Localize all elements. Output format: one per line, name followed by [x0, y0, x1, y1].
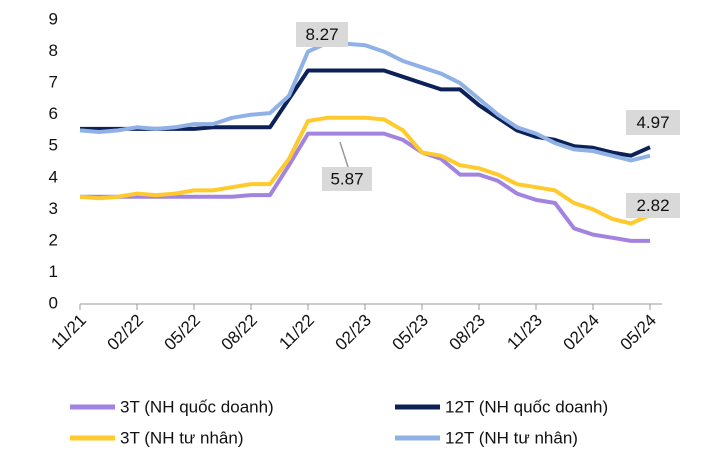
x-tick-label: 11/21: [47, 311, 90, 354]
annotation: 8.27: [305, 25, 338, 44]
x-tick-label: 11/22: [275, 311, 318, 354]
y-tick-label: 3: [49, 199, 58, 218]
y-tick-label: 0: [49, 293, 58, 312]
annotation-box: [626, 193, 680, 218]
x-tick-label: 11/23: [503, 311, 546, 354]
x-tick-label: 02/23: [331, 311, 375, 355]
x-tick-label: 05/22: [160, 311, 204, 355]
leader-line: [339, 141, 349, 168]
annotation-box: [322, 167, 372, 191]
x-tick-label: 02/24: [559, 311, 603, 355]
series-line: [80, 131, 650, 243]
x-tick-label: 05/24: [616, 311, 660, 355]
x-tick-label: 02/22: [103, 311, 147, 355]
y-tick-label: 8: [49, 41, 58, 60]
x-tick-label: 05/23: [388, 311, 432, 355]
y-tick-label: 9: [49, 9, 58, 28]
annotation: 5.87: [330, 169, 363, 188]
y-tick-label: 4: [49, 167, 58, 186]
y-tick-label: 2: [49, 230, 58, 249]
legend-label: 12T (NH quốc doanh): [445, 397, 608, 416]
series-line: [79, 41, 651, 163]
series-line: [79, 115, 651, 226]
annotation: 4.97: [636, 113, 669, 132]
y-tick-label: 1: [49, 262, 58, 281]
y-tick-label: 5: [49, 136, 58, 155]
x-tick-label: 08/22: [217, 311, 261, 355]
annotation-box: [296, 22, 348, 47]
series-line: [80, 68, 651, 158]
annotation-box: [626, 110, 680, 135]
annotation: 2.82: [636, 196, 669, 215]
x-tick-label: 08/23: [445, 311, 489, 355]
legend-label: 3T (NH tư nhân): [120, 428, 244, 447]
legend-label: 12T (NH tư nhân): [445, 428, 578, 447]
y-tick-label: 7: [49, 73, 58, 92]
legend-label: 3T (NH quốc doanh): [120, 397, 274, 416]
y-tick-label: 6: [49, 104, 58, 123]
